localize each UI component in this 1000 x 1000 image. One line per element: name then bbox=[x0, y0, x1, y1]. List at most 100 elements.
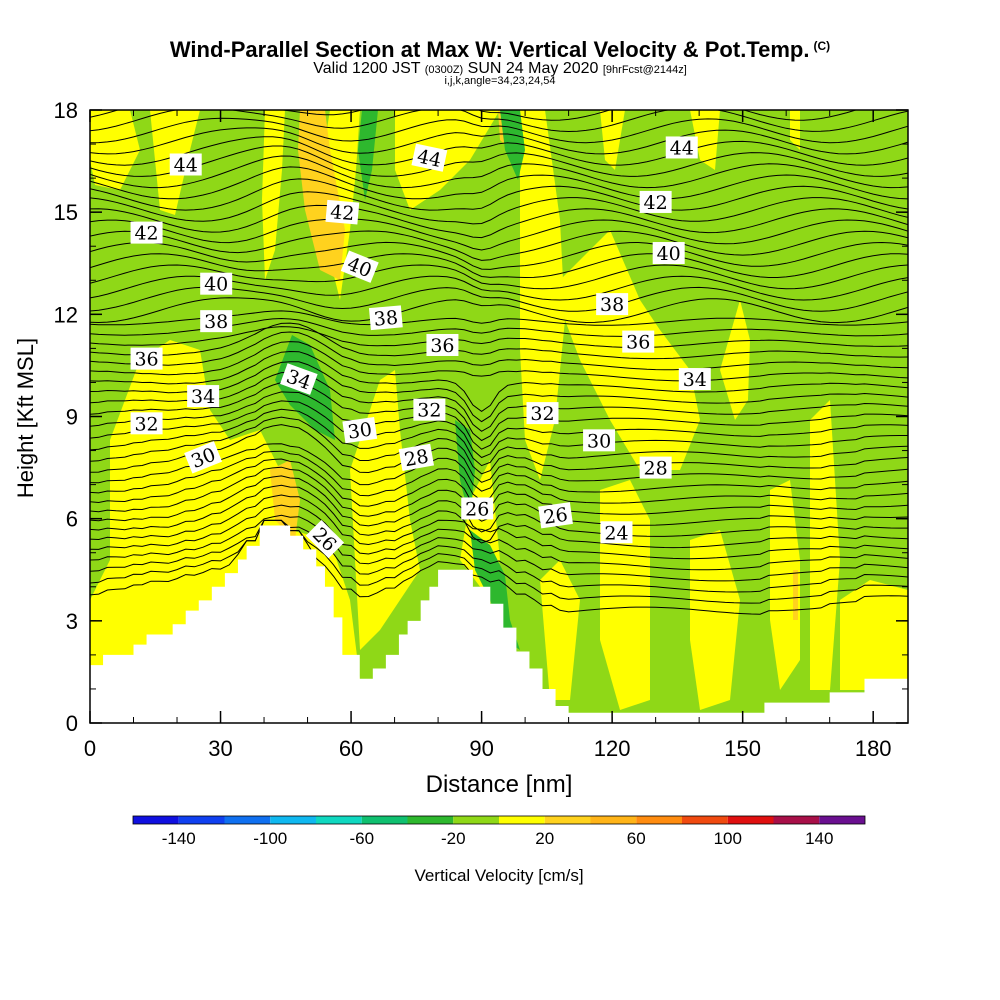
contour-label-box bbox=[426, 333, 459, 356]
contour-label-box bbox=[665, 136, 698, 159]
contour-label-text: 26 bbox=[542, 504, 569, 529]
contour-label-box bbox=[596, 293, 629, 316]
contour-label: 28 bbox=[639, 456, 672, 480]
contour-label: 28 bbox=[398, 443, 434, 471]
y-tick-label: 0 bbox=[66, 711, 78, 736]
contour-label-box bbox=[130, 347, 163, 370]
theta-contour-line bbox=[90, 326, 908, 348]
chart-title: Wind-Parallel Section at Max W: Vertical… bbox=[0, 37, 1000, 63]
contour-label-text: 42 bbox=[644, 192, 668, 214]
x-axis: 0 30 60 90 120 150 180 bbox=[84, 110, 892, 761]
colorbar-label: Vertical Velocity [cm/s] bbox=[414, 866, 583, 885]
contour-label: 40 bbox=[200, 272, 233, 296]
colorbar-tick-label: -60 bbox=[349, 829, 374, 848]
y-axis-label: Height [Kft MSL] bbox=[13, 338, 38, 498]
colorbar-tick-label: -140 bbox=[162, 829, 196, 848]
colorbar-bin bbox=[316, 816, 362, 824]
contour-label-box bbox=[280, 363, 318, 395]
contour-label-box bbox=[130, 221, 163, 244]
chart-valid-line: Valid 1200 JST (0300Z) SUN 24 May 2020 [… bbox=[0, 60, 1000, 78]
contour-label-box bbox=[411, 143, 448, 172]
theta-contour-line bbox=[90, 241, 908, 270]
y-tick-label: 18 bbox=[54, 98, 78, 123]
theta-contour-line bbox=[90, 408, 908, 467]
theta-contour-line bbox=[90, 391, 908, 450]
contour-label-text: 26 bbox=[465, 498, 489, 520]
contour-label: 42 bbox=[639, 190, 672, 214]
contour-label-text: 38 bbox=[373, 307, 399, 331]
forecast-tag: [9hrFcst@2144z] bbox=[602, 64, 687, 76]
x-axis-label: Distance [nm] bbox=[426, 771, 573, 798]
theta-contour-line bbox=[90, 416, 908, 475]
contour-label-box bbox=[184, 441, 223, 474]
theta-contour-line bbox=[90, 475, 908, 537]
theta-contour-line bbox=[90, 322, 908, 360]
contour-label: 34 bbox=[678, 368, 711, 391]
contour-label-box bbox=[652, 242, 685, 265]
contour-label-text: 44 bbox=[415, 145, 443, 172]
colorbar-bin bbox=[590, 816, 637, 824]
contour-label-box bbox=[600, 521, 633, 544]
contour-label-text: 44 bbox=[670, 137, 694, 159]
x-tick-label: 90 bbox=[469, 736, 493, 761]
contour-label: 34 bbox=[187, 385, 220, 408]
theta-contour-line bbox=[90, 381, 908, 442]
x-tick-label: 120 bbox=[594, 736, 631, 761]
theta-contour-line bbox=[90, 504, 908, 571]
colorbar: -140 -100 -60 -20 20 60 100 140 bbox=[132, 815, 866, 848]
contour-label-text: 24 bbox=[604, 522, 628, 544]
theta-contours bbox=[90, 110, 908, 615]
theta-contour-line bbox=[90, 519, 908, 615]
theta-contour-line bbox=[90, 191, 908, 225]
colorbar-bin bbox=[361, 816, 408, 824]
contour-label-box bbox=[169, 153, 202, 176]
theta-contour-line bbox=[90, 494, 908, 560]
theta-contour-line bbox=[90, 466, 908, 526]
colorbar-tick-label: -100 bbox=[253, 829, 287, 848]
colorbar-bin bbox=[819, 816, 865, 824]
theta-contour-line bbox=[90, 218, 908, 251]
contour-label: 44 bbox=[169, 153, 202, 176]
contour-label: 30 bbox=[583, 429, 616, 452]
contour-label-text: 36 bbox=[430, 335, 454, 357]
chart-title-tag: (C) bbox=[813, 39, 831, 53]
contour-label-box bbox=[583, 429, 616, 452]
contour-label-box bbox=[538, 502, 573, 529]
theta-contour-line bbox=[90, 484, 908, 549]
theta-contour-line bbox=[90, 350, 908, 413]
theta-contour-line bbox=[90, 110, 908, 133]
colorbar-frame bbox=[132, 815, 866, 825]
contour-label-text: 34 bbox=[191, 386, 215, 408]
colorbar-bin bbox=[727, 816, 774, 824]
contour-label-text: 42 bbox=[329, 201, 355, 225]
contour-label-box bbox=[200, 310, 233, 333]
colorbar-tick-label: 100 bbox=[714, 829, 742, 848]
contour-label: 38 bbox=[200, 310, 233, 333]
contour-label-text: 36 bbox=[134, 349, 158, 371]
contour-label: 24 bbox=[600, 521, 633, 544]
contour-label-text: 28 bbox=[403, 445, 431, 471]
contour-label-text: 44 bbox=[174, 154, 198, 176]
theta-contour-line bbox=[90, 178, 908, 211]
colorbar-tick-label: -20 bbox=[441, 829, 466, 848]
contour-label: 36 bbox=[130, 347, 163, 371]
colorbar-bin bbox=[407, 816, 454, 824]
contour-label-text: 40 bbox=[204, 274, 228, 296]
theta-contour-line bbox=[90, 458, 908, 515]
colorbar-tick-label: 140 bbox=[805, 829, 833, 848]
theta-contour-line bbox=[90, 519, 908, 604]
colorbar-bin bbox=[133, 816, 179, 824]
contour-label-box bbox=[413, 398, 446, 421]
terrain-mask bbox=[90, 525, 908, 723]
colorbar-bin bbox=[178, 816, 225, 824]
contour-label-box bbox=[305, 520, 345, 559]
x-tick-label: 150 bbox=[724, 736, 761, 761]
colorbar-bin bbox=[773, 816, 820, 824]
theta-contour-line bbox=[90, 145, 908, 177]
contour-label: 40 bbox=[652, 242, 685, 265]
contour-label: 32 bbox=[413, 398, 446, 422]
contour-label: 44 bbox=[665, 136, 698, 159]
